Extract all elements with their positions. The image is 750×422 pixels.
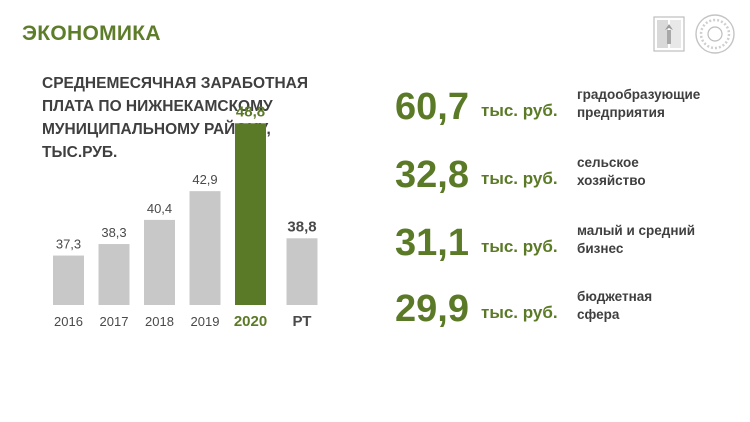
- value-label: 40,4: [147, 201, 172, 216]
- stat-item: 29,9 тыс. руб. бюджетная сфера: [395, 286, 735, 336]
- bar-2016: [53, 255, 84, 305]
- emblem-icon: [653, 16, 685, 52]
- stat-label: сельское хозяйство: [577, 154, 737, 190]
- bar-2020: [235, 123, 266, 305]
- category-label: 2017: [100, 314, 129, 329]
- value-label: 42,9: [192, 172, 217, 187]
- stat-label-line: бюджетная: [577, 289, 653, 304]
- stat-value: 60,7: [395, 86, 469, 128]
- chart-title: СРЕДНЕМЕСЯЧНАЯ ЗАРАБОТНАЯ ПЛАТА ПО НИЖНЕ…: [42, 72, 342, 164]
- stat-label-line: сфера: [577, 307, 620, 322]
- stat-label-line: малый и средний: [577, 223, 696, 238]
- stat-label-line: бизнес: [577, 241, 624, 256]
- category-label: 2019: [191, 314, 220, 329]
- stat-unit: тыс. руб.: [481, 101, 558, 120]
- stat-item: 60,7 тыс. руб. градообразующие предприят…: [395, 84, 735, 134]
- stat-unit: тыс. руб.: [481, 169, 558, 188]
- round-seal-icon: [695, 14, 735, 54]
- bar-РТ: [286, 238, 318, 305]
- stat-unit: тыс. руб.: [481, 303, 558, 322]
- stat-value: 31,1: [395, 222, 469, 264]
- section-title: ЭКОНОМИКА: [22, 22, 161, 45]
- bar-2017: [98, 244, 130, 305]
- stat-label-line: сельское: [577, 155, 639, 170]
- category-label: 2020: [234, 313, 267, 330]
- bar-2018: [144, 219, 175, 305]
- value-label: 37,3: [56, 237, 81, 252]
- stat-label: малый и средний бизнес: [577, 222, 737, 258]
- value-label: 38,3: [101, 225, 126, 240]
- stat-label: бюджетная сфера: [577, 288, 737, 324]
- chart-title-line: ПЛАТА ПО НИЖНЕКАМСКОМУ: [42, 98, 273, 115]
- stat-label-line: предприятия: [577, 105, 665, 120]
- stat-item: 31,1 тыс. руб. малый и средний бизнес: [395, 220, 735, 270]
- category-label: РТ: [293, 313, 312, 330]
- value-label: 48,8: [236, 103, 265, 120]
- bar-2019: [189, 191, 221, 305]
- category-label: 2016: [54, 314, 83, 329]
- chart-title-line: МУНИЦИПАЛЬНОМУ РАЙОНУ,: [42, 121, 271, 138]
- stat-label: градообразующие предприятия: [577, 86, 737, 122]
- value-label: 38,8: [287, 218, 316, 235]
- stat-label-line: хозяйство: [577, 173, 646, 188]
- stat-label-line: градообразующие: [577, 87, 701, 102]
- category-label: 2018: [145, 314, 174, 329]
- stat-value: 32,8: [395, 154, 469, 196]
- stat-unit: тыс. руб.: [481, 237, 558, 256]
- chart-title-line: ТЫС.РУБ.: [42, 144, 118, 161]
- stat-item: 32,8 тыс. руб. сельское хозяйство: [395, 152, 735, 202]
- chart-title-line: СРЕДНЕМЕСЯЧНАЯ ЗАРАБОТНАЯ: [42, 75, 309, 92]
- stat-value: 29,9: [395, 288, 469, 330]
